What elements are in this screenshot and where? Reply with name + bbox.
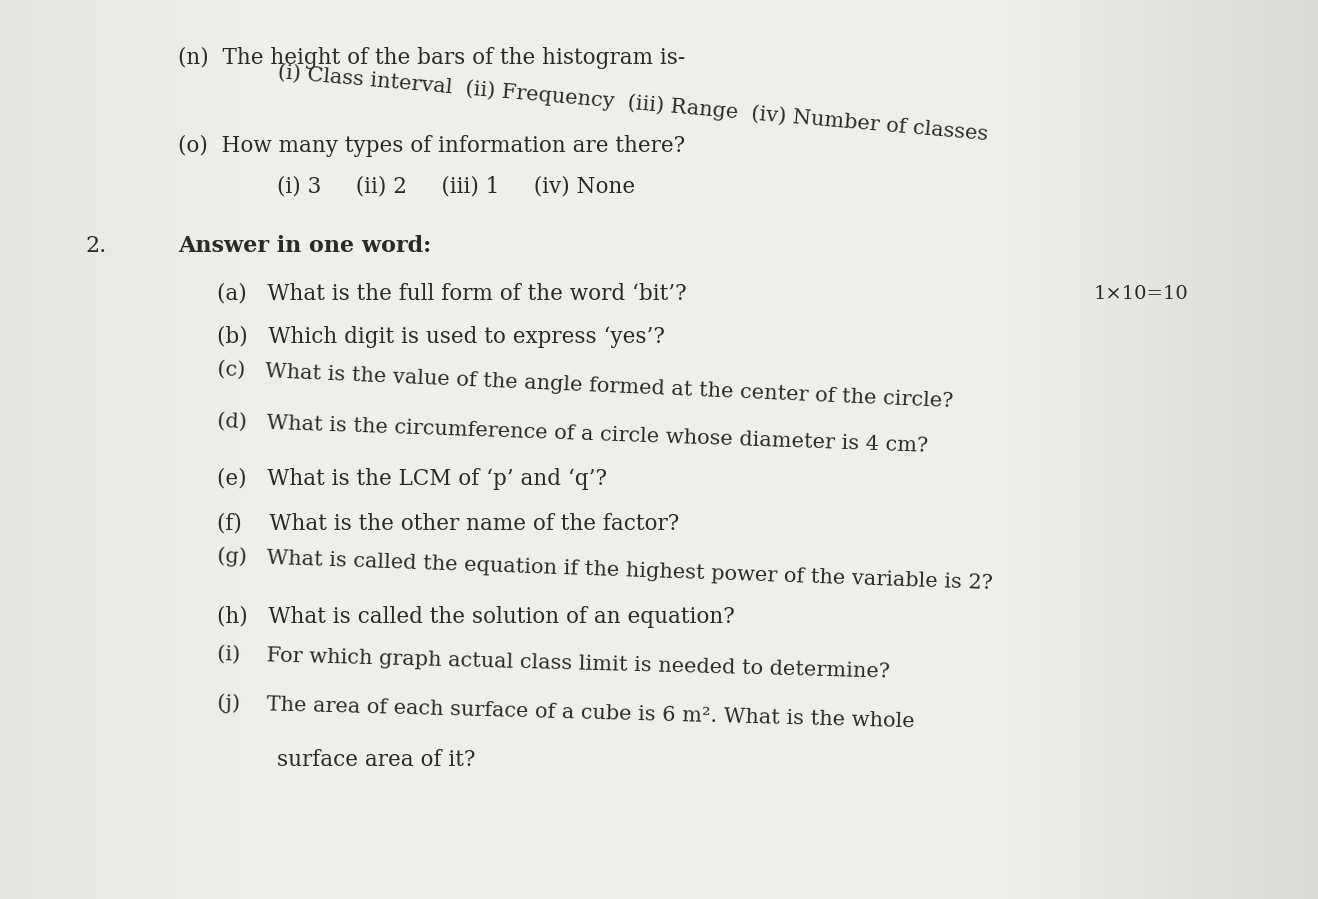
Text: (f)    What is the other name of the factor?: (f) What is the other name of the factor… [217,512,680,534]
Text: (b)   Which digit is used to express ‘yes’?: (b) Which digit is used to express ‘yes’… [217,326,666,348]
Text: (o)  How many types of information are there?: (o) How many types of information are th… [178,135,685,156]
Text: (c)   What is the value of the angle formed at the center of the circle?: (c) What is the value of the angle forme… [217,359,954,411]
Text: 2.: 2. [86,236,107,257]
Text: Answer in one word:: Answer in one word: [178,236,431,257]
Text: (h)   What is called the solution of an equation?: (h) What is called the solution of an eq… [217,606,735,628]
Text: (i)    For which graph actual class limit is needed to determine?: (i) For which graph actual class limit i… [217,645,891,682]
Text: (i) Class interval  (ii) Frequency  (iii) Range  (iv) Number of classes: (i) Class interval (ii) Frequency (iii) … [277,63,988,144]
Text: (d)   What is the circumference of a circle whose diameter is 4 cm?: (d) What is the circumference of a circl… [217,412,929,455]
Text: 1×10=10: 1×10=10 [1094,285,1189,303]
Text: surface area of it?: surface area of it? [277,749,476,770]
Text: (i) 3     (ii) 2     (iii) 1     (iv) None: (i) 3 (ii) 2 (iii) 1 (iv) None [277,176,635,198]
Text: (a)   What is the full form of the word ‘bit’?: (a) What is the full form of the word ‘b… [217,283,687,305]
Text: (j)    The area of each surface of a cube is 6 m². What is the whole: (j) The area of each surface of a cube i… [217,693,916,731]
Text: (g)   What is called the equation if the highest power of the variable is 2?: (g) What is called the equation if the h… [217,547,994,593]
Text: (e)   What is the LCM of ‘p’ and ‘q’?: (e) What is the LCM of ‘p’ and ‘q’? [217,468,608,490]
Text: (n)  The height of the bars of the histogram is-: (n) The height of the bars of the histog… [178,48,685,69]
